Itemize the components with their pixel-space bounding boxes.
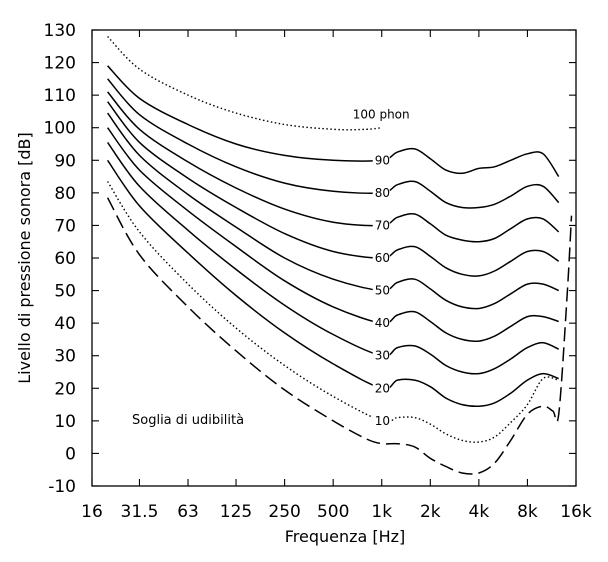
y-tick-label: 80 (54, 184, 76, 204)
x-tick-label: 16 (81, 502, 103, 522)
series-label-bg (372, 413, 390, 427)
x-tick-label: 63 (177, 502, 199, 522)
series-line (107, 78, 560, 209)
x-tick-label: 500 (317, 502, 349, 522)
threshold-annotation: Soglia di udibilità (132, 413, 244, 428)
series-label: 80 (375, 186, 390, 200)
x-tick-label: 2k (420, 502, 441, 522)
y-tick-label: 100 (44, 119, 76, 139)
y-tick-label: 110 (44, 86, 76, 106)
series-label: 10 (375, 414, 390, 428)
series-line (107, 112, 560, 310)
x-tick-label: 8k (517, 502, 538, 522)
series-label-bg (372, 348, 390, 362)
y-tick-label: 50 (54, 282, 76, 302)
x-tick-label: 250 (268, 502, 300, 522)
series-label: 30 (375, 349, 390, 363)
x-axis: 16 31.5 63 125 250 500 1k 2k 4k 8k 16k (81, 30, 592, 522)
y-tick-label: 30 (54, 347, 76, 367)
series-label: 90 (375, 153, 390, 167)
series-label-bg (372, 283, 390, 297)
series-label: 20 (375, 381, 390, 395)
x-axis-title: Frequenza [Hz] (285, 527, 406, 546)
x-tick-label: 1k (371, 502, 392, 522)
series-label-bg (372, 316, 390, 330)
y-tick-label: 20 (54, 379, 76, 399)
series-line (107, 181, 559, 443)
series-label-bg (372, 251, 390, 264)
y-tick-label: 130 (44, 21, 76, 41)
y-tick-label: 40 (54, 314, 76, 334)
y-tick-label: 120 (44, 54, 76, 74)
series-label-bg (350, 107, 411, 121)
y-tick-label: 90 (54, 151, 76, 171)
series-label: 70 (375, 218, 390, 232)
x-tick-label: 16k (560, 502, 592, 522)
series-line (106, 141, 560, 375)
series-label: 40 (375, 316, 390, 330)
series-line (107, 36, 382, 131)
y-axis-title: Livello di pressione sonora [dB] (15, 132, 34, 383)
series-line (107, 101, 560, 277)
series-label: 100 phon (353, 108, 410, 122)
x-tick-label: 125 (220, 502, 252, 522)
y-tick-label: 10 (54, 412, 76, 432)
series-label: 60 (375, 251, 390, 265)
x-tick-label: 31.5 (121, 502, 159, 522)
series-line (106, 197, 573, 475)
x-tick-label: 4k (469, 502, 490, 522)
series-label-bg (372, 185, 390, 199)
series-line (107, 91, 560, 243)
y-tick-label: 0 (65, 444, 76, 464)
series-group (106, 36, 573, 475)
series-label-bg (372, 218, 390, 232)
series-line (107, 65, 560, 178)
series-line (106, 159, 559, 408)
y-tick-label: 60 (54, 249, 76, 269)
series-labels: 100 phon 90 80 70 60 50 40 30 20 10 (350, 107, 411, 428)
series-label-bg (372, 153, 390, 167)
y-tick-label: 70 (54, 216, 76, 236)
series-line (106, 127, 559, 342)
y-tick-label: -10 (48, 477, 76, 497)
series-label: 50 (375, 284, 390, 298)
series-label-bg (372, 381, 390, 395)
